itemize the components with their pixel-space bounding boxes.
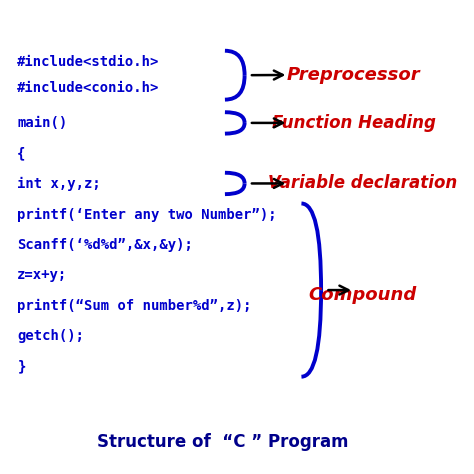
Text: getch();: getch(); — [17, 329, 84, 343]
Text: Preprocessor: Preprocessor — [287, 66, 421, 84]
Text: #include<stdio.h>: #include<stdio.h> — [17, 55, 160, 69]
Text: Variable declaration: Variable declaration — [268, 174, 457, 192]
Text: }: } — [17, 359, 26, 374]
Text: #include<conio.h>: #include<conio.h> — [17, 81, 160, 95]
Text: main(): main() — [17, 116, 67, 130]
Text: printf(‘Enter any two Number”);: printf(‘Enter any two Number”); — [17, 208, 277, 222]
Text: printf(“Sum of number%d”,z);: printf(“Sum of number%d”,z); — [17, 299, 252, 313]
Text: int x,y,z;: int x,y,z; — [17, 176, 101, 191]
Text: z=x+y;: z=x+y; — [17, 268, 67, 282]
Text: {: { — [17, 146, 26, 160]
Text: Function Heading: Function Heading — [272, 114, 436, 132]
Text: Compound: Compound — [309, 286, 417, 304]
Text: Scanff(‘%d%d”,&x,&y);: Scanff(‘%d%d”,&x,&y); — [17, 238, 193, 252]
Text: Structure of  “C ” Program: Structure of “C ” Program — [97, 433, 348, 451]
